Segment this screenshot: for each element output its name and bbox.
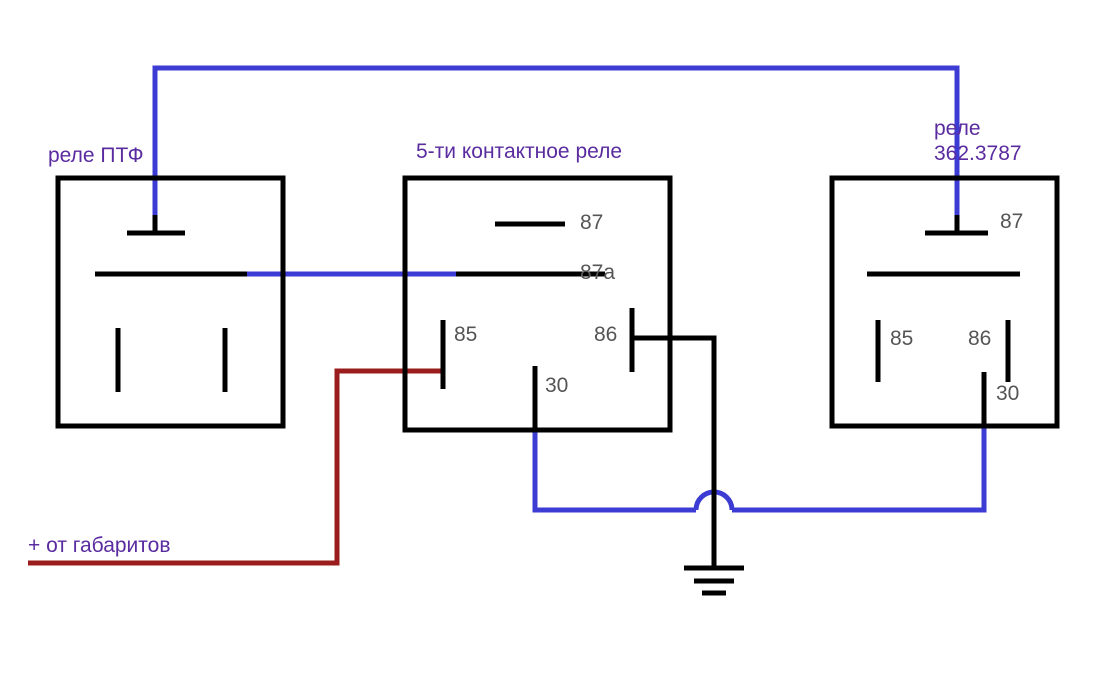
r3-label-87: 87 <box>1000 210 1023 233</box>
r3-label-86: 86 <box>968 327 991 350</box>
relay-wiring-diagram: реле ПТФ 5-ти контактное реле реле 362.3… <box>0 0 1109 691</box>
r2-label-30: 30 <box>545 374 568 397</box>
r2-label-86: 86 <box>594 323 617 346</box>
r3-label-85: 85 <box>890 327 913 350</box>
source-label: + от габаритов <box>28 534 171 557</box>
relay2-title: 5-ти контактное реле <box>416 140 622 163</box>
relay3-title: реле <box>934 117 981 140</box>
relay-1-box <box>58 178 283 426</box>
r2-label-85: 85 <box>454 323 477 346</box>
wire-black-ground <box>632 338 714 568</box>
r2-label-87a: 87а <box>580 261 615 284</box>
relay1-title: реле ПТФ <box>48 144 144 167</box>
r3-label-30: 30 <box>996 382 1019 405</box>
relay3-subtitle: 362.3787 <box>934 142 1022 165</box>
wire-blue-30-right <box>732 401 984 510</box>
r2-label-87: 87 <box>580 211 603 234</box>
